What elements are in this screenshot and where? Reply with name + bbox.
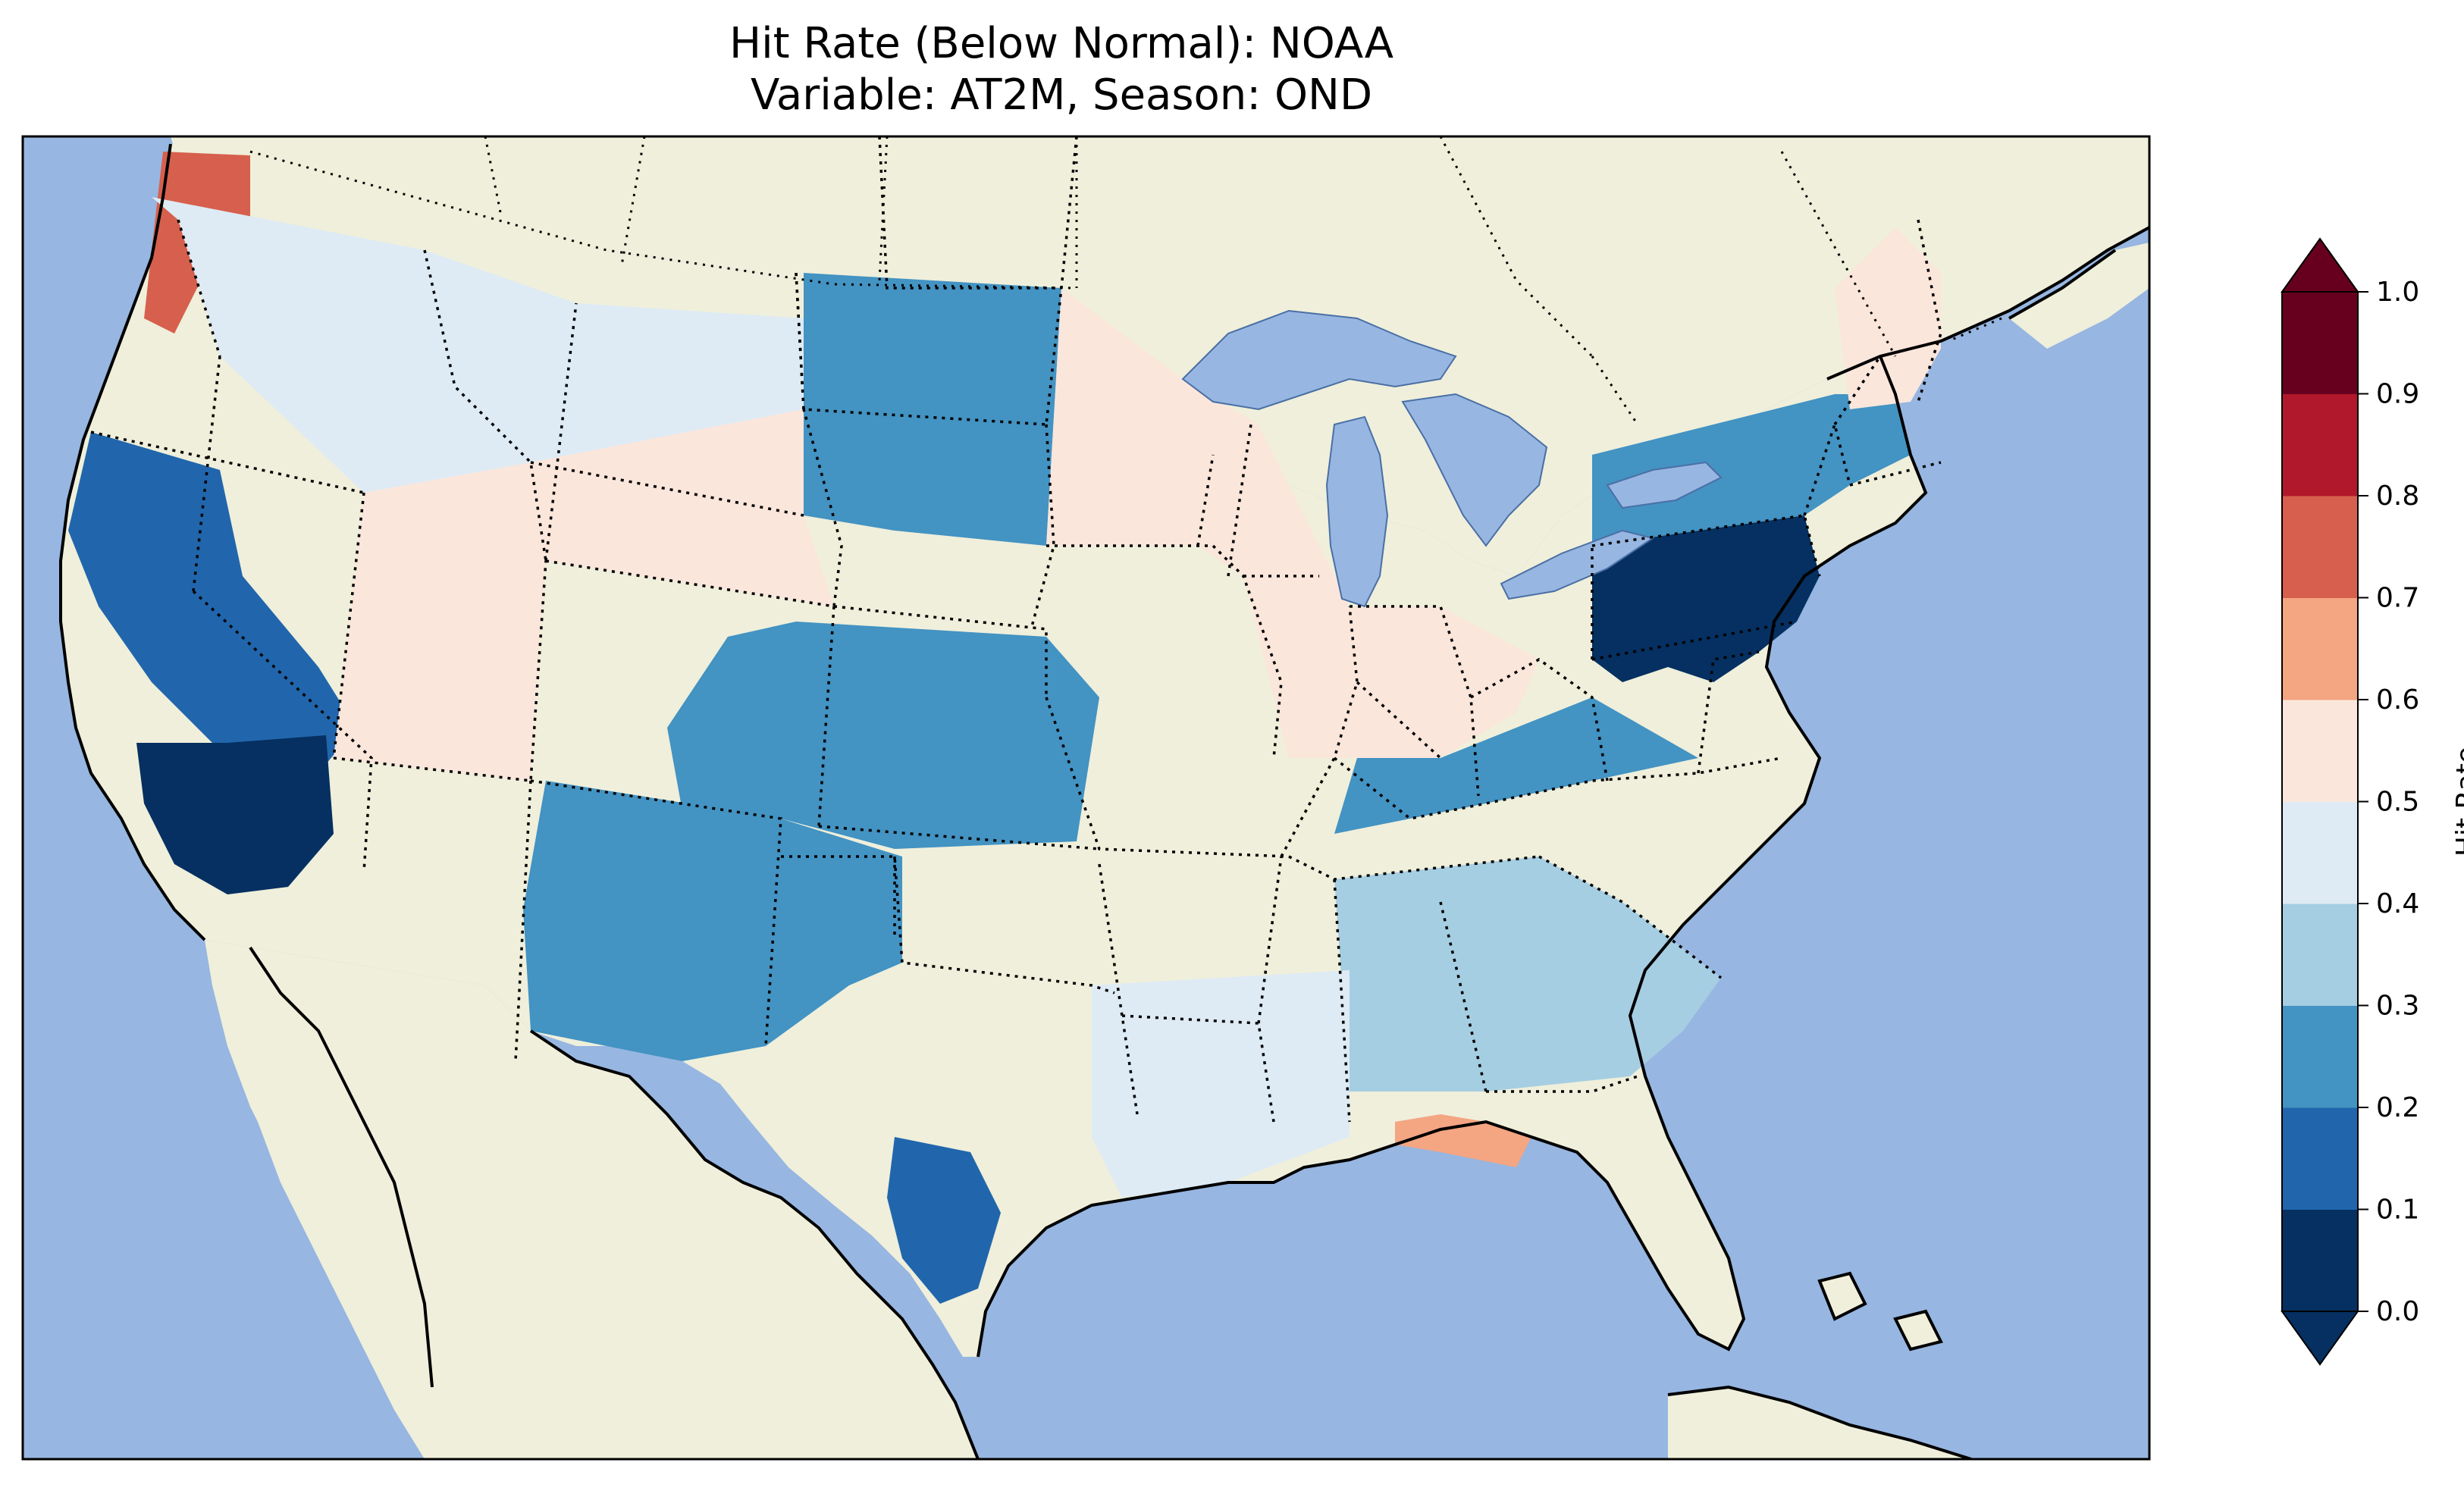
colorbar: 0.0 0.1 0.2 0.3 0.4 0.5 0.6 0.7 0.8 0.9 1.0 Hit Rat… bbox=[2281, 237, 2464, 1366]
lake-ontario bbox=[1606, 461, 1723, 509]
colorbar-bin bbox=[2282, 597, 2358, 700]
international-borders bbox=[249, 136, 2002, 425]
region-gulf-coast bbox=[1092, 970, 1350, 1198]
colorbar-tick-label: 0.8 bbox=[2376, 481, 2419, 512]
region-southeast bbox=[1334, 857, 1721, 1092]
cuba-land bbox=[1668, 1387, 1971, 1459]
colorbar-bin bbox=[2282, 496, 2358, 598]
lake-huron bbox=[1401, 393, 1548, 547]
lake-michigan bbox=[1325, 415, 1389, 608]
region-upper-midwest bbox=[1046, 288, 1350, 606]
map-title-line-2: Variable: AT2M, Season: OND bbox=[750, 70, 1373, 120]
colorbar-bin bbox=[2282, 1209, 2358, 1312]
coastlines bbox=[59, 143, 2149, 1459]
colorbar-tick-label: 0.5 bbox=[2376, 787, 2419, 818]
colorbar-tick-label: 0.9 bbox=[2376, 379, 2419, 410]
colorbar-label: Hit Rate bbox=[2451, 747, 2464, 857]
colorbar-tick-label: 0.3 bbox=[2376, 991, 2419, 1022]
region-south-texas bbox=[887, 1137, 1001, 1304]
region-northern-rockies bbox=[531, 409, 834, 606]
map-title-line-1: Hit Rate (Below Normal): NOAA bbox=[729, 19, 1394, 68]
colorbar-tick-label: 0.6 bbox=[2376, 684, 2419, 716]
colorbar-bin bbox=[2282, 904, 2358, 1006]
colorbar-bin bbox=[2282, 292, 2358, 394]
map-frame bbox=[21, 135, 2151, 1461]
region-northeast bbox=[1592, 394, 1911, 546]
region-great-basin bbox=[334, 462, 546, 781]
lake-superior bbox=[1181, 309, 1457, 411]
region-tennessee-valley bbox=[1334, 697, 1698, 834]
colorbar-tick-label: 1.0 bbox=[2376, 277, 2419, 308]
colorbar-tick-label: 0.1 bbox=[2376, 1195, 2419, 1226]
colorbar-tick-label: 0.2 bbox=[2376, 1092, 2419, 1123]
region-ohio-valley bbox=[1243, 576, 1539, 758]
colorbar-tick-label: 0.0 bbox=[2376, 1296, 2419, 1327]
map-area bbox=[23, 136, 2149, 1459]
region-california-coast bbox=[68, 432, 356, 773]
region-mid-atlantic bbox=[1592, 515, 1820, 682]
canada-land bbox=[171, 136, 2149, 576]
state-borders bbox=[90, 136, 1942, 1123]
region-interior-northwest bbox=[152, 197, 804, 493]
colorbar-tick-label: 0.7 bbox=[2376, 583, 2419, 614]
colorbar-bin bbox=[2282, 393, 2358, 496]
colorbar-over-triangle bbox=[2281, 237, 2359, 293]
colorbar-tick-label: 0.4 bbox=[2376, 888, 2419, 919]
lake-erie bbox=[1500, 529, 1655, 600]
colorbar-under-triangle bbox=[2281, 1311, 2359, 1366]
colorbar-bin bbox=[2282, 801, 2358, 904]
region-dakotas bbox=[804, 273, 1061, 546]
region-southwest-new-mexico bbox=[523, 781, 902, 1061]
region-colorado-kansas bbox=[667, 622, 1099, 849]
maritimes-land bbox=[2009, 243, 2149, 349]
colorbar-bin bbox=[2282, 700, 2358, 802]
colorbar-bin bbox=[2282, 1005, 2358, 1108]
baja-land bbox=[250, 993, 432, 1402]
region-southern-california bbox=[136, 735, 334, 894]
bahamas-land bbox=[1820, 1273, 1941, 1349]
region-florida-panhandle bbox=[1395, 1114, 1531, 1167]
great-lakes bbox=[1181, 309, 1723, 608]
colorbar-bin bbox=[2282, 1107, 2358, 1210]
